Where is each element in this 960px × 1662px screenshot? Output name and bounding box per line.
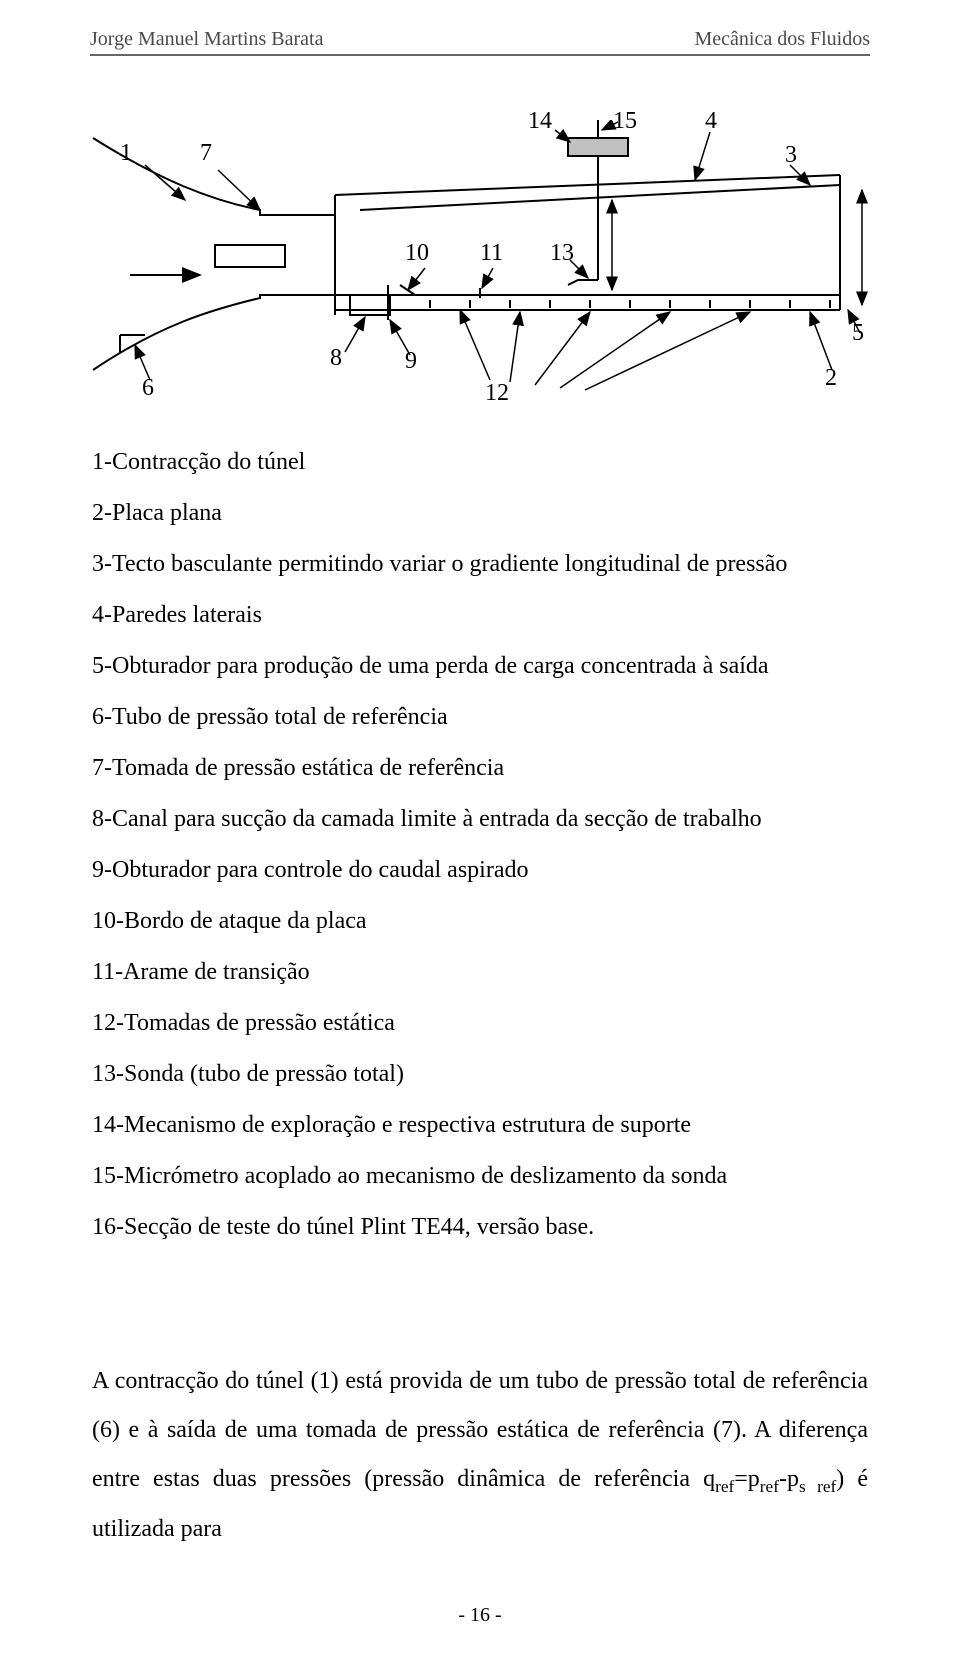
legend-item-2: 2-Placa plana [92,501,868,525]
legend-item-15: 15-Micrómetro acoplado ao mecanismo de d… [92,1164,868,1188]
legend-item-7: 7-Tomada de pressão estática de referênc… [92,756,868,780]
legend-item-4: 4-Paredes laterais [92,603,868,627]
label-2: 2 [825,365,837,392]
label-12: 12 [485,380,509,407]
wind-tunnel-diagram: 1 7 14 15 4 3 10 11 13 5 2 6 8 9 12 [90,120,870,420]
header-subject: Mecânica dos Fluidos [694,28,870,51]
label-8: 8 [330,345,342,372]
header-rule [90,54,870,56]
legend-item-12: 12-Tomadas de pressão estática [92,1011,868,1035]
label-1: 1 [120,140,132,167]
legend-item-9: 9-Obturador para controle do caudal aspi… [92,858,868,882]
legend-item-10: 10-Bordo de ataque da placa [92,909,868,933]
para-sub3: s ref [799,1477,836,1496]
page-header: Jorge Manuel Martins Barata Mecânica dos… [90,28,870,51]
label-11: 11 [480,240,503,267]
legend-item-5: 5-Obturador para produção de uma perda d… [92,654,868,678]
legend-item-14: 14-Mecanismo de exploração e respectiva … [92,1113,868,1137]
body-paragraph: A contracção do túnel (1) está provida d… [92,1357,868,1554]
legend-item-3: 3-Tecto basculante permitindo variar o g… [92,552,868,576]
para-t2: =p [734,1466,760,1492]
label-4: 4 [705,108,717,135]
page: Jorge Manuel Martins Barata Mecânica dos… [0,0,960,1662]
label-7: 7 [200,140,212,167]
para-sub2: ref [760,1477,779,1496]
label-6: 6 [142,375,154,402]
para-t3: -p [779,1466,799,1492]
label-14: 14 [528,108,552,135]
para-sub1: ref [715,1477,734,1496]
legend-item-16: 16-Secção de teste do túnel Plint TE44, … [92,1215,868,1239]
header-author: Jorge Manuel Martins Barata [90,28,323,51]
legend-list: 1-Contracção do túnel 2-Placa plana 3-Te… [92,450,868,1266]
label-5: 5 [852,320,864,347]
legend-item-8: 8-Canal para sucção da camada limite à e… [92,807,868,831]
legend-item-6: 6-Tubo de pressão total de referência [92,705,868,729]
label-10: 10 [405,240,429,267]
label-3: 3 [785,142,797,169]
page-number: - 16 - [0,1604,960,1627]
legend-item-1: 1-Contracção do túnel [92,450,868,474]
legend-item-13: 13-Sonda (tubo de pressão total) [92,1062,868,1086]
label-13: 13 [550,240,574,267]
label-15: 15 [613,108,637,135]
label-9: 9 [405,348,417,375]
legend-item-11: 11-Arame de transição [92,960,868,984]
